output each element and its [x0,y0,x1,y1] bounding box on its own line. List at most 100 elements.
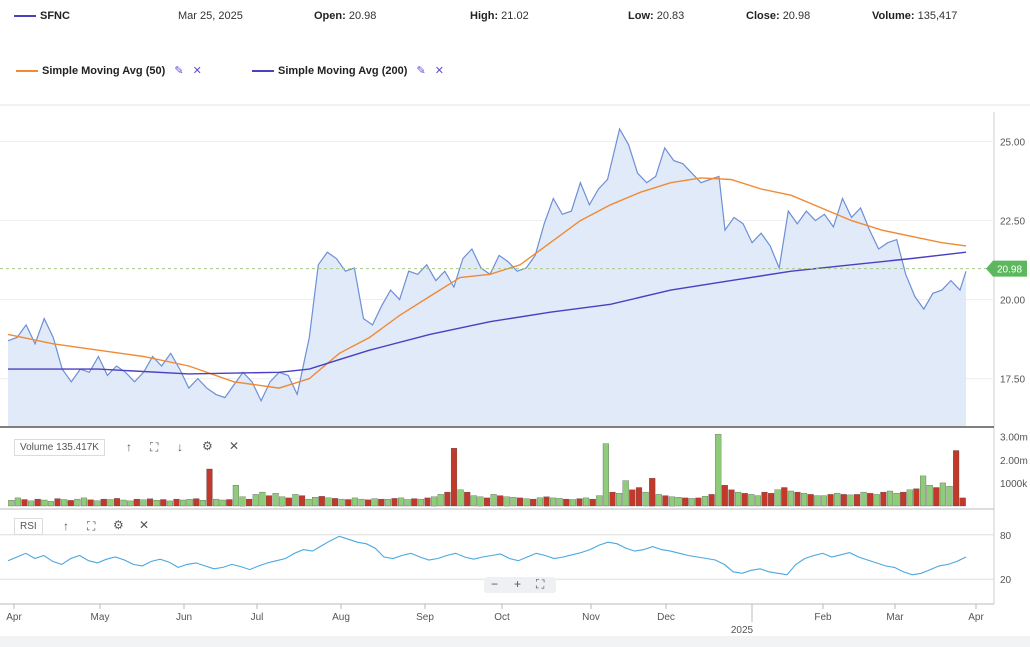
volume-bar [21,499,28,507]
price-tick-label: 17.50 [1000,375,1025,386]
sma50-legend: Simple Moving Avg (50) ✎ ✕ [16,64,202,77]
volume-bar [146,498,154,507]
x-month-label: Feb [814,612,832,623]
volume-bar [14,497,21,507]
x-month-label: Apr [6,612,22,623]
volume-bar [107,499,114,507]
x-month-label: Oct [494,612,510,623]
zoom-in-button[interactable]: + [514,577,522,591]
price-tick-label: 20.00 [1000,296,1025,307]
rsi-panel-label: RSI [14,518,43,535]
volume-bar [774,489,781,507]
volume-bar [576,498,583,507]
volume-bar [411,498,418,507]
pencil-icon[interactable]: ✎ [174,65,184,77]
volume-bar [563,498,570,507]
volume-bar [906,489,913,507]
volume-bar [477,496,484,507]
volume-bar [642,491,649,507]
volume-bar [351,497,358,507]
volume-bar [860,491,867,507]
volume-bar [939,482,946,507]
volume-bar [516,497,524,507]
volume-bar [589,498,596,507]
volume-bar [893,493,900,507]
volume-bar [365,499,372,507]
x-month-label: Sep [416,612,434,623]
volume-bar [880,491,887,507]
volume-tick-label: 2.00m [1000,456,1028,467]
volume-bar [768,493,775,507]
volume-bar [424,497,431,507]
volume-value: Volume: 135,417 [872,10,958,22]
bottom-strip [0,636,1030,647]
volume-bar [583,497,590,507]
fit-screen-icon[interactable]: ⛶ [536,577,545,591]
close-icon[interactable]: ✕ [192,65,202,77]
volume-bar [920,475,927,507]
volume-bar [596,495,603,507]
maximize-icon[interactable]: ⛶ [150,440,159,454]
move-up-icon[interactable]: ↑ [126,440,132,454]
x-month-label: Aug [332,612,350,623]
volume-bar [74,498,81,507]
pencil-icon[interactable]: ✎ [416,65,426,77]
volume-bar [298,495,306,507]
volume-bar [754,495,761,507]
volume-bar [550,497,557,507]
volume-bar [886,490,894,507]
high-value: High: 21.02 [470,10,529,22]
volume-bar [708,494,715,507]
sma50-line [7,177,967,389]
volume-bar [490,494,497,507]
zoom-out-button[interactable]: − [491,577,499,591]
volume-bar [140,499,147,507]
close-icon[interactable]: ✕ [139,518,150,532]
volume-bar [206,468,213,507]
volume-bar [398,497,405,507]
volume-bar [28,500,35,507]
volume-bar [265,495,273,507]
gear-icon[interactable]: ⚙ [113,518,124,532]
volume-bar [820,495,827,507]
volume-bar [47,501,54,507]
sma200-swatch [252,70,274,73]
volume-bar [153,500,160,507]
gear-icon[interactable]: ⚙ [202,439,213,453]
volume-bar [113,498,121,507]
close-icon[interactable]: ✕ [434,65,444,77]
volume-bar [437,494,444,507]
volume-bar [318,496,325,507]
volume-bar [867,493,874,507]
price-tick-label: 22.50 [1000,217,1025,228]
sma50-swatch [16,70,38,73]
rsi-line [7,535,967,576]
volume-bar [853,494,861,507]
volume-bar [814,495,821,507]
volume-bar [616,493,623,507]
volume-bar [602,443,609,507]
volume-bar [133,498,140,507]
volume-bar [404,499,411,507]
volume-bar [391,498,398,507]
volume-bar [34,498,41,507]
volume-bar [510,497,517,507]
volume-bar [543,496,550,507]
x-month-label: May [91,612,110,623]
volume-bar [61,499,68,507]
volume-bar [345,499,352,507]
volume-tick-label: 1000k [1000,479,1028,490]
move-down-icon[interactable]: ↓ [177,440,183,454]
volume-bar [530,498,537,507]
volume-bar [741,493,748,507]
move-up-icon[interactable]: ↑ [63,519,69,533]
volume-bar [331,498,339,507]
volume-bar [649,478,656,507]
volume-bar [173,498,180,507]
close-icon[interactable]: ✕ [229,439,240,453]
volume-bar [464,491,471,507]
volume-panel-label: Volume 135.417K [14,439,105,456]
x-month-label: Nov [582,612,600,623]
maximize-icon[interactable]: ⛶ [87,519,96,533]
